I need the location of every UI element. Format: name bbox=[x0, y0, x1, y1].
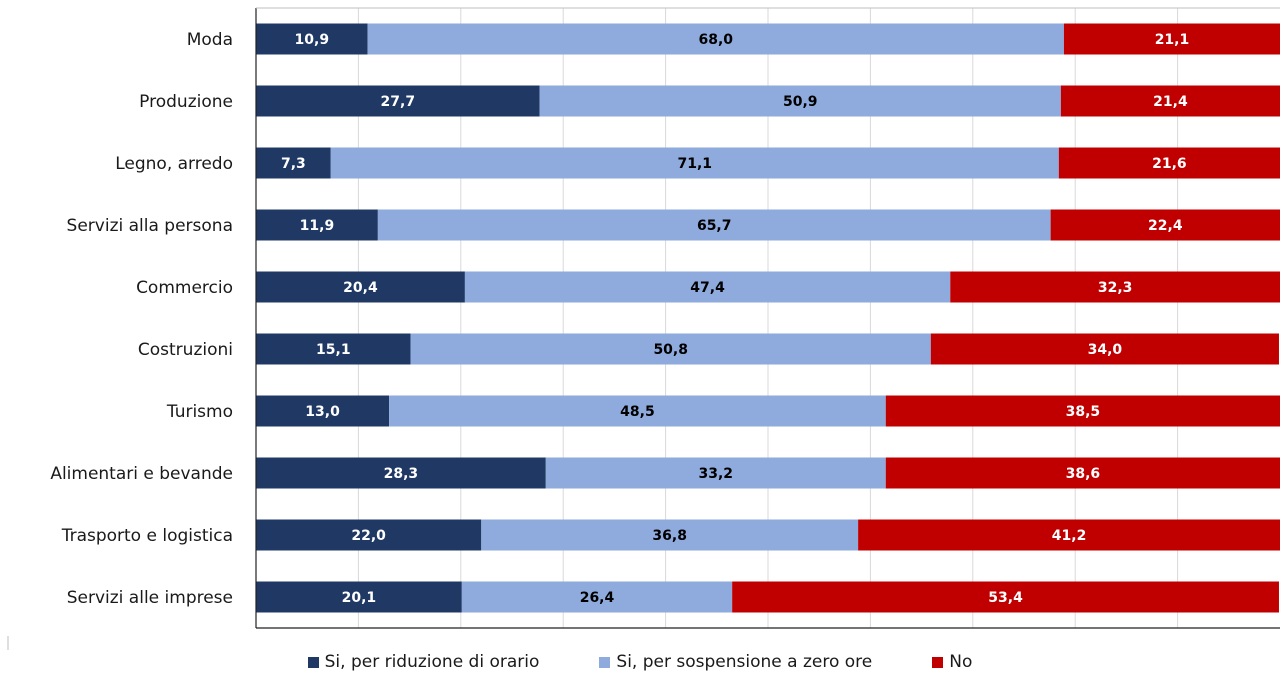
data-label: 13,0 bbox=[305, 404, 340, 420]
bar-segment bbox=[461, 581, 733, 613]
bar-segment bbox=[256, 147, 331, 179]
bar-segment bbox=[1050, 209, 1280, 241]
bar-segment bbox=[256, 209, 378, 241]
data-label: 32,3 bbox=[1098, 280, 1133, 296]
bar-segment bbox=[464, 271, 951, 303]
bar-segment bbox=[367, 23, 1064, 55]
bar-segment bbox=[256, 271, 465, 303]
category-label: Turismo bbox=[166, 402, 233, 422]
data-label: 38,6 bbox=[1066, 466, 1101, 482]
category-label: Alimentari e bevande bbox=[50, 464, 233, 484]
bar-segment bbox=[545, 457, 886, 489]
data-label: 33,2 bbox=[699, 466, 734, 482]
bar-segment bbox=[858, 519, 1280, 551]
data-label: 21,6 bbox=[1152, 156, 1187, 172]
legend-label-no: No bbox=[949, 652, 973, 672]
bar-segment bbox=[256, 581, 462, 613]
data-label: 38,5 bbox=[1066, 404, 1101, 420]
category-label: Servizi alle imprese bbox=[67, 588, 233, 608]
legend-item-riduzione: Si, per riduzione di orario bbox=[307, 650, 540, 674]
data-label: 71,1 bbox=[678, 156, 713, 172]
data-label: 11,9 bbox=[300, 218, 335, 234]
data-label: 28,3 bbox=[384, 466, 419, 482]
bar-segment bbox=[1063, 23, 1280, 55]
data-label: 20,1 bbox=[342, 590, 377, 606]
data-label: 50,8 bbox=[653, 342, 688, 358]
bar-segment bbox=[1060, 85, 1280, 117]
bar-segment bbox=[330, 147, 1059, 179]
bar-segment bbox=[481, 519, 859, 551]
data-label: 7,3 bbox=[281, 156, 306, 172]
legend-swatch-riduzione bbox=[307, 656, 319, 668]
bar-segment bbox=[256, 519, 482, 551]
data-label: 68,0 bbox=[699, 32, 734, 48]
data-label: 22,4 bbox=[1148, 218, 1183, 234]
bar-segment bbox=[256, 333, 411, 365]
bar-segment bbox=[389, 395, 886, 427]
category-label: Legno, arredo bbox=[115, 154, 233, 174]
bar-segment bbox=[256, 457, 546, 489]
data-label: 10,9 bbox=[295, 32, 330, 48]
data-label: 50,9 bbox=[783, 94, 818, 110]
data-label: 27,7 bbox=[381, 94, 416, 110]
legend-label-sospensione: Si, per sospensione a zero ore bbox=[616, 652, 873, 672]
data-label: 34,0 bbox=[1088, 342, 1123, 358]
legend-label-riduzione: Si, per riduzione di orario bbox=[324, 652, 540, 672]
bar-segment bbox=[377, 209, 1051, 241]
legend-item-no: No bbox=[932, 650, 972, 674]
data-label: 26,4 bbox=[580, 590, 615, 606]
data-label: 22,0 bbox=[351, 528, 386, 544]
bar-segment bbox=[410, 333, 931, 365]
legend-swatch-sospensione bbox=[599, 656, 611, 668]
data-label: 47,4 bbox=[690, 280, 725, 296]
data-label: 21,1 bbox=[1155, 32, 1190, 48]
bar-segment bbox=[732, 581, 1279, 613]
legend-item-sospensione: Si, per sospensione a zero ore bbox=[599, 650, 872, 674]
bar-segment bbox=[885, 457, 1280, 489]
data-label: 20,4 bbox=[343, 280, 378, 296]
data-label: 53,4 bbox=[988, 590, 1023, 606]
category-label: Trasporto e logistica bbox=[61, 526, 233, 546]
bar-segment bbox=[885, 395, 1280, 427]
category-label: Servizi alla persona bbox=[67, 216, 233, 236]
bar-segment bbox=[256, 85, 540, 117]
bar-segment bbox=[1058, 147, 1280, 179]
category-label: Commercio bbox=[136, 278, 233, 298]
data-label: 36,8 bbox=[652, 528, 687, 544]
legend: Si, per riduzione di orario Si, per sosp… bbox=[0, 650, 1280, 674]
axes bbox=[7, 7, 1280, 650]
value-labels: 10,9 68,0 21,1 27,7 50,9 21,4 7,3 71,1 21,6 11,9 6… bbox=[281, 32, 1189, 606]
data-label: 21,4 bbox=[1153, 94, 1188, 110]
data-label: 65,7 bbox=[697, 218, 732, 234]
category-label: Costruzioni bbox=[138, 340, 233, 360]
bar-segment bbox=[930, 333, 1279, 365]
category-label: Moda bbox=[187, 30, 233, 50]
stacked-bar-chart: 10,9 68,0 21,1 27,7 50,9 21,4 7,3 71,1 21,6 11,9 6… bbox=[7, 7, 1280, 650]
category-label: Produzione bbox=[139, 92, 233, 112]
category-labels: Moda Produzione Legno, arredo Servizi alla … bbox=[50, 30, 233, 608]
data-label: 15,1 bbox=[316, 342, 351, 358]
bar-segment bbox=[539, 85, 1061, 117]
bar-segment bbox=[256, 23, 368, 55]
bar-segment bbox=[950, 271, 1280, 303]
legend-swatch-no bbox=[932, 656, 944, 668]
data-label: 48,5 bbox=[620, 404, 655, 420]
bars bbox=[256, 23, 1280, 613]
data-label: 41,2 bbox=[1052, 528, 1087, 544]
bar-segment bbox=[256, 395, 390, 427]
